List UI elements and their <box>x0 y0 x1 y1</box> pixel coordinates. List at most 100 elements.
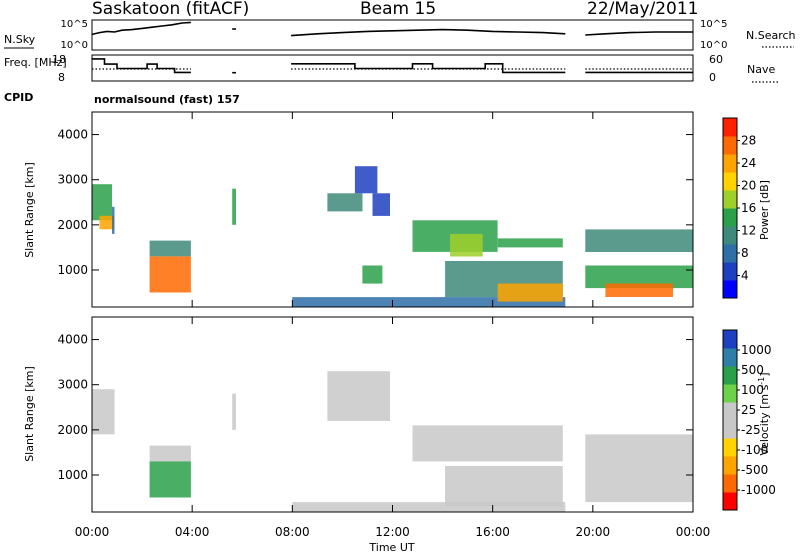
colorbar-swatch <box>723 208 737 227</box>
date-title: 22/May/2011 <box>587 0 699 19</box>
heatmap-region <box>327 371 390 421</box>
nave-right-tick-bottom: 0 <box>709 71 716 84</box>
heatmap-region <box>149 240 191 257</box>
frequency-panel-frame <box>91 54 694 82</box>
colorbar-tick-label: 1000 <box>741 343 772 357</box>
y-tick-label: 1000 <box>57 468 88 482</box>
colorbar-swatch <box>723 330 737 349</box>
colorbar-tick-label: -25 <box>741 423 761 437</box>
y-tick-label: 4000 <box>57 128 88 142</box>
colorbar-swatch <box>723 244 737 263</box>
velocity-colorbar-label: Velocity [m s-1] <box>757 372 772 455</box>
x-tick-label: 00:00 <box>75 525 110 539</box>
heatmap-region <box>354 166 378 194</box>
x-tick-label: 08:00 <box>275 525 310 539</box>
heatmap-region <box>149 256 191 293</box>
frequency-panel: Freq. [MHz] 18 8 60 0 Nave <box>4 53 780 84</box>
colorbar-tick-label: 500 <box>741 363 764 377</box>
y-tick-label: 4000 <box>57 333 88 347</box>
heatmap-region <box>149 445 191 462</box>
colorbar-swatch <box>723 136 737 155</box>
noise-right-tick-bottom: 10^0 <box>700 40 727 51</box>
time-axis: 00:00 04:00 08:00 12:00 16:00 20:00 00:00 <box>75 112 711 539</box>
n-sky-segment-0-2 <box>291 28 566 37</box>
heatmap-region <box>497 283 563 302</box>
colorbar-swatch <box>723 172 737 191</box>
colorbar-swatch <box>723 154 737 173</box>
power-y-axis-label: Slant Range [km] <box>23 162 36 258</box>
heatmap-region <box>450 233 483 257</box>
power-axes: 1000 2000 3000 4000 <box>57 128 693 277</box>
heatmap-region <box>605 283 673 297</box>
colorbar-swatch <box>723 118 737 137</box>
colorbar-tick-label: 8 <box>741 246 749 260</box>
power-colorbar: 28 24 20 16 12 8 4 <box>722 117 756 299</box>
colorbar-tick-label: 24 <box>741 156 756 170</box>
heatmap-region <box>372 193 390 216</box>
colorbar-swatch <box>723 384 737 403</box>
heatmap-region <box>292 297 566 307</box>
colorbar-swatch <box>723 438 737 457</box>
colorbar-swatch <box>723 262 737 281</box>
colorbar-frame <box>722 329 738 511</box>
cpid-label: CPID <box>4 91 33 104</box>
nave-label: Nave <box>747 63 775 76</box>
station-title: Saskatoon (fitACF) <box>92 0 249 19</box>
colorbar-swatch <box>723 420 737 439</box>
colorbar-tick-label: 12 <box>741 224 756 238</box>
heatmap-region <box>232 393 236 430</box>
cpid-value: normalsound (fast) 157 <box>94 93 240 106</box>
noise-left-tick-bottom: 10^0 <box>61 40 88 51</box>
y-tick-label: 1000 <box>57 263 88 277</box>
colorbar-swatch <box>723 366 737 385</box>
x-tick-label: 16:00 <box>475 525 510 539</box>
heatmap-region <box>497 238 563 248</box>
time-axis-label: Time UT <box>368 541 414 554</box>
heatmap-region <box>585 265 693 289</box>
x-tick-label: 00:00 <box>676 525 711 539</box>
velocity-heatmap <box>92 371 693 512</box>
y-tick-label: 3000 <box>57 173 88 187</box>
nave-right-tick-top: 60 <box>709 53 723 66</box>
colorbar-tick-label: 100 <box>741 383 764 397</box>
noise-left-tick-top: 10^5 <box>61 19 88 30</box>
colorbar-swatch <box>723 492 737 511</box>
colorbar-tick-label: 4 <box>741 269 749 283</box>
noise-panel-frame <box>91 19 694 51</box>
n-sky-series <box>91 21 693 37</box>
freq-label: Freq. [MHz] <box>4 56 67 69</box>
freq-left-tick-top: 18 <box>52 53 66 66</box>
n-sky-segment-0-3 <box>585 31 693 36</box>
y-tick-label: 3000 <box>57 378 88 392</box>
power-heatmap <box>92 166 693 307</box>
velocity-panel: 1000 2000 3000 4000 Slant Range [km] 1000 50… <box>23 316 776 513</box>
heatmap-region <box>92 389 115 435</box>
heatmap-region <box>92 184 112 221</box>
colorbar-tick-label: -1000 <box>741 483 776 497</box>
noise-panel: N.Sky 10^5 10^0 10^5 10^0 N.Search <box>4 19 796 51</box>
x-tick-label: 20:00 <box>576 525 611 539</box>
frequency-series <box>92 58 693 74</box>
colorbar-tick-label: -100 <box>741 443 768 457</box>
x-tick-label: 04:00 <box>175 525 210 539</box>
velocity-axes: 1000 2000 3000 4000 <box>57 333 693 482</box>
colorbar-swatch <box>723 226 737 245</box>
colorbar-swatch <box>723 348 737 367</box>
freq--segment-0-2 <box>291 62 566 74</box>
heatmap-region <box>99 215 115 230</box>
velocity-colorbar: 1000 500 100 25 -25 -100 -500 -1000 <box>722 329 776 511</box>
heatmap-region <box>149 461 191 498</box>
colorbar-tick-label: 16 <box>741 201 756 215</box>
heatmap-region <box>585 229 693 252</box>
colorbar-swatch <box>723 456 737 475</box>
heatmap-region <box>445 466 563 507</box>
n-sky-label: N.Sky <box>4 33 36 46</box>
power-colorbar-label: Power [dB] <box>758 180 771 240</box>
y-tick-label: 2000 <box>57 218 88 232</box>
y-tick-label: 2000 <box>57 423 88 437</box>
n-sky-segment-0-0 <box>91 21 191 36</box>
power-panel: 1000 2000 3000 4000 Slant Range [km] 28 24 20… <box>23 111 771 308</box>
freq--segment-0-0 <box>92 58 191 74</box>
heatmap-region <box>232 188 236 225</box>
